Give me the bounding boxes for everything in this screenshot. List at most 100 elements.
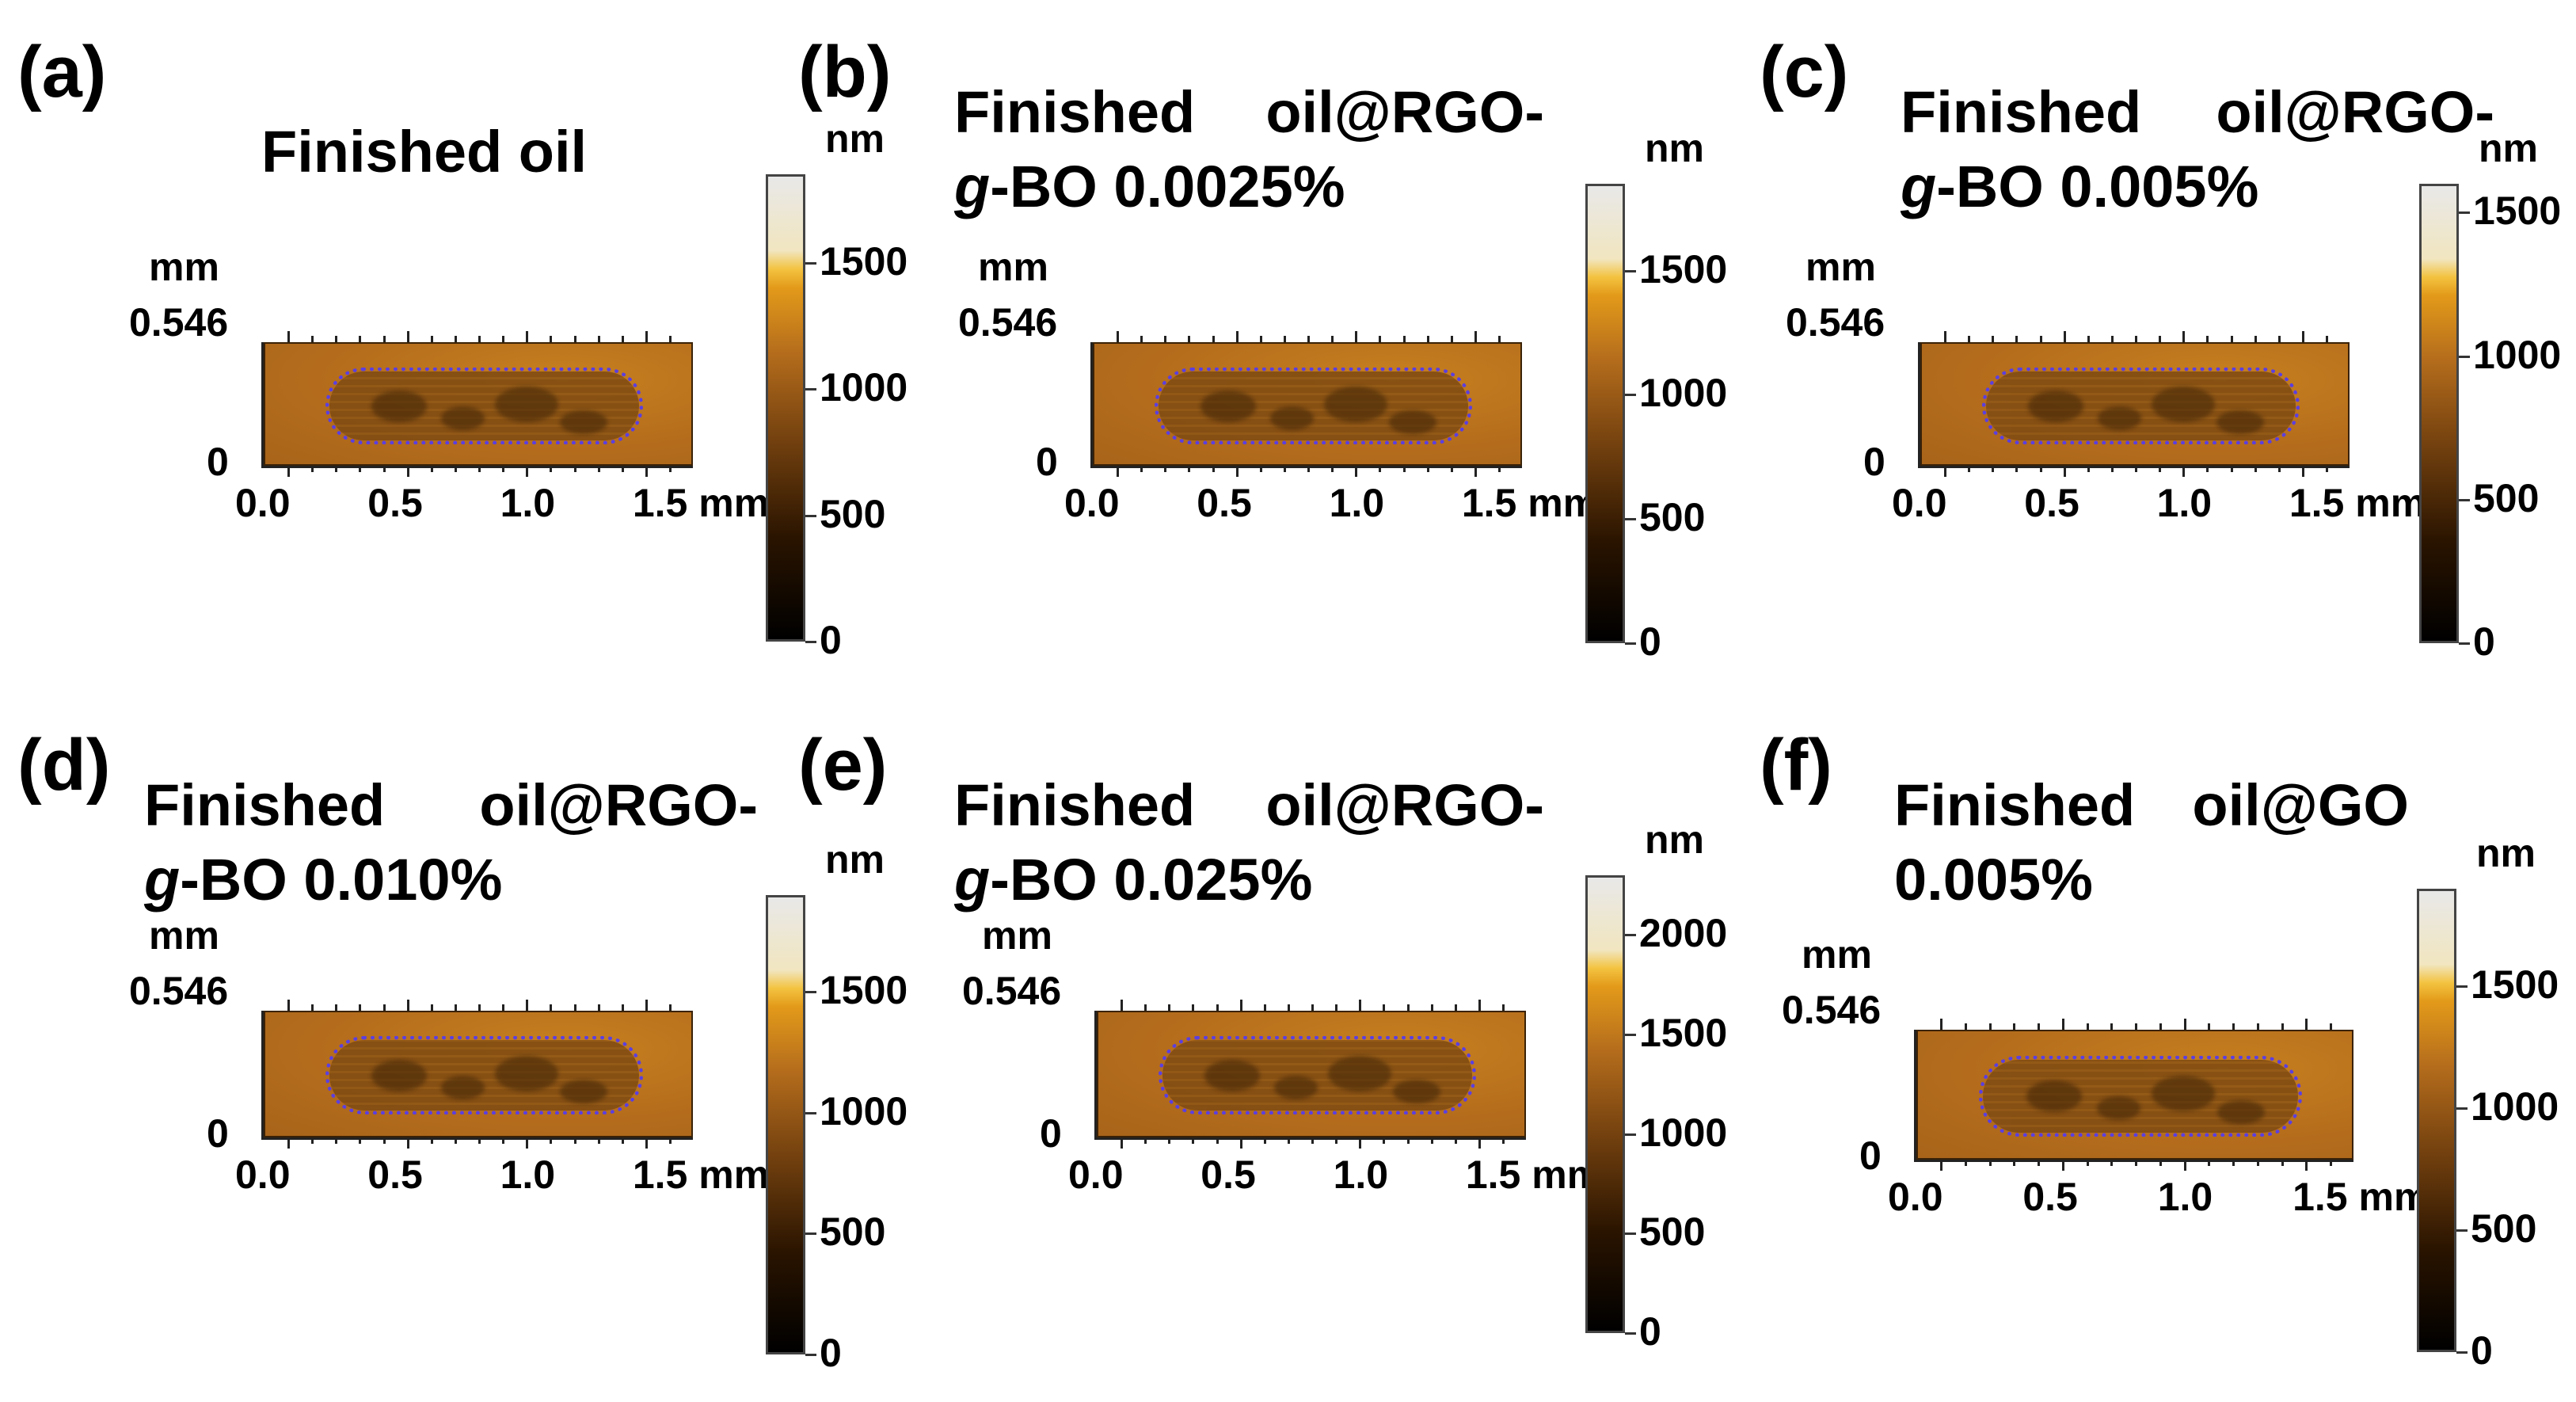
x-tick-label: 1.5 mm [2289, 481, 2426, 525]
x-tick-mark-top [2038, 1023, 2040, 1030]
title-word: Finished [1894, 772, 2136, 838]
x-tick-mark [431, 1137, 433, 1144]
debris-spot [560, 1080, 607, 1103]
wear-track-outline [325, 368, 643, 444]
wear-track-outline [1159, 1036, 1476, 1114]
x-tick-mark [2040, 466, 2042, 472]
x-tick-mark [311, 1137, 314, 1144]
colorbar-tick-label: 0 [820, 618, 842, 662]
colorbar-tick-label: 0 [1639, 1309, 1661, 1354]
x-tick-mark-top [1498, 336, 1501, 342]
colorbar-tick-label: 1500 [2471, 962, 2559, 1007]
title-word: Finished [144, 772, 386, 838]
colorbar-tick-mark [2459, 211, 2470, 214]
colorbar-tick-mark [805, 641, 816, 643]
x-tick-mark-top [2110, 1023, 2113, 1030]
colorbar-tick-label: 500 [2471, 1206, 2537, 1251]
x-tick-mark-top [2087, 1023, 2089, 1030]
debris-spot [371, 1060, 427, 1092]
x-tick-mark-top [622, 336, 624, 342]
colorbar-unit: nm [825, 837, 885, 882]
x-tick-mark-top [311, 336, 314, 342]
colorbar [766, 895, 805, 1354]
title-word: Finished [954, 79, 1196, 145]
x-tick-mark-top [431, 1004, 433, 1011]
x-tick-mark [1264, 1137, 1266, 1144]
colorbar-tick-mark [1625, 1232, 1636, 1235]
x-tick-mark [598, 1137, 600, 1144]
title-line-1: Finished oil@RGO- [954, 75, 1544, 150]
title-word: Finished [1901, 79, 2142, 145]
x-tick-mark [2062, 1160, 2064, 1171]
x-tick-mark-top [1451, 336, 1453, 342]
y-axis-top-label: 0.546 [129, 300, 229, 345]
surface-map [264, 342, 693, 466]
colorbar [2419, 184, 2459, 643]
debris-spot [2152, 387, 2215, 422]
x-tick-mark-top [1260, 336, 1262, 342]
x-tick-mark [2232, 1160, 2235, 1166]
x-tick-mark [1474, 466, 1477, 477]
x-tick-mark-top [2330, 1023, 2332, 1030]
debris-spot [495, 1056, 558, 1092]
colorbar-tick-label: 1000 [2473, 333, 2562, 377]
x-tick-mark [1359, 1137, 1361, 1149]
x-tick-mark [2182, 466, 2185, 477]
x-tick-mark-top [1359, 1000, 1361, 1011]
panel-title: Finished oil [261, 115, 587, 189]
debris-spot [441, 406, 485, 430]
x-tick-mark-top [407, 1000, 409, 1011]
x-tick-mark [407, 1137, 409, 1149]
x-tick-mark [1260, 466, 1262, 472]
x-tick-mark [2254, 466, 2257, 472]
x-tick-mark [1502, 1137, 1505, 1144]
x-tick-mark-top [1307, 336, 1310, 342]
title-line-1: Finished oil [261, 115, 587, 189]
colorbar-tick-label: 1000 [1639, 1111, 1728, 1155]
title-italic-g: g [954, 154, 991, 219]
x-tick-mark [2111, 466, 2114, 472]
x-tick-mark-top [598, 1004, 600, 1011]
x-tick-mark-top [1968, 336, 1970, 342]
y-axis-top-label: 0.546 [1786, 300, 1885, 345]
x-tick-mark-top [1192, 1004, 1194, 1011]
title-rest: -BO 0.025% [990, 847, 1313, 912]
x-tick-mark-top [574, 336, 576, 342]
colorbar-tick-mark [1625, 1133, 1636, 1136]
x-tick-mark-top [455, 336, 457, 342]
colorbar-tick-mark [1625, 270, 1636, 272]
y-axis-top-label: 0.546 [129, 969, 229, 1013]
x-tick-mark [383, 466, 386, 472]
y-axis [1090, 342, 1093, 468]
x-tick-mark [2015, 466, 2018, 472]
x-tick-mark [1403, 466, 1406, 472]
colorbar-tick-label: 500 [1639, 495, 1706, 539]
x-tick-mark-top [574, 1004, 576, 1011]
debris-spot [2216, 410, 2264, 434]
x-tick-mark-top [1288, 1004, 1290, 1011]
x-tick-mark [1311, 1137, 1314, 1144]
x-tick-mark-top [550, 1004, 552, 1011]
x-tick-mark [1989, 1160, 1992, 1166]
debris-spot [495, 387, 558, 422]
x-tick-mark [1236, 466, 1239, 477]
x-tick-mark [2135, 1160, 2137, 1166]
x-tick-mark-top [1188, 336, 1190, 342]
x-tick-label: 1.0 [500, 481, 556, 525]
x-tick-mark-top [1140, 336, 1143, 342]
x-tick-mark [574, 1137, 576, 1144]
colorbar-tick-mark [805, 1232, 816, 1235]
colorbar-unit: nm [1645, 126, 1704, 170]
x-tick-mark [2208, 1160, 2210, 1166]
x-tick-label: 0.0 [1892, 481, 1947, 525]
x-tick-mark [455, 466, 457, 472]
x-tick-mark [1478, 1137, 1481, 1149]
x-tick-mark-top [383, 336, 386, 342]
x-tick-mark [2302, 466, 2304, 477]
panel-title: Finished oil@RGO-g-BO 0.0025% [954, 75, 1544, 224]
x-tick-mark [2257, 1160, 2259, 1166]
x-tick-label: 1.0 [1329, 481, 1385, 525]
x-tick-label: 1.0 [2157, 1175, 2213, 1219]
x-tick-mark [645, 1137, 648, 1149]
wear-track [1162, 1040, 1472, 1111]
